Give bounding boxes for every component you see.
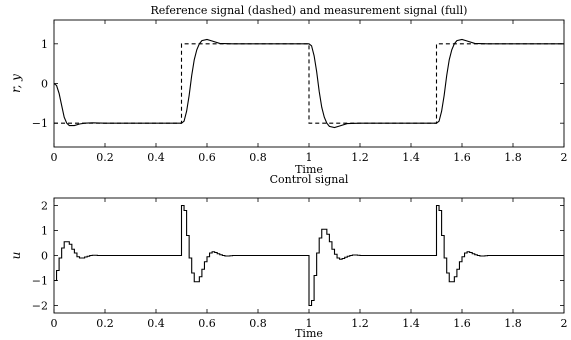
y-axis-label: r, y (9, 74, 23, 93)
y-tick-label: −2 (32, 300, 48, 313)
y-tick-label: −1 (32, 275, 48, 288)
chart-title: Control signal (270, 173, 349, 186)
x-tick-label: 0.8 (249, 317, 267, 330)
reference-signal-line (54, 43, 564, 124)
x-tick-label: 0.2 (96, 151, 114, 164)
x-tick-label: 1.6 (453, 317, 471, 330)
x-axis-label: Time (295, 163, 323, 176)
y-tick-label: 0 (41, 78, 48, 91)
x-tick-label: 1.4 (402, 151, 420, 164)
x-tick-label: 1.4 (402, 317, 420, 330)
x-tick-label: 1.2 (351, 317, 369, 330)
x-tick-label: 0.8 (249, 151, 267, 164)
x-tick-label: 0 (51, 317, 58, 330)
x-tick-label: 0.6 (198, 151, 216, 164)
x-tick-label: 1 (306, 317, 313, 330)
y-axis-label: u (9, 252, 23, 260)
x-tick-label: 1.8 (504, 151, 522, 164)
y-tick-label: 0 (41, 250, 48, 263)
x-tick-label: 1.2 (351, 151, 369, 164)
x-tick-label: 2 (561, 317, 568, 330)
x-tick-label: 1 (306, 151, 313, 164)
x-tick-label: 0 (51, 151, 58, 164)
x-tick-label: 0.6 (198, 317, 216, 330)
y-tick-label: −1 (32, 117, 48, 130)
y-tick-label: 1 (41, 225, 48, 238)
y-tick-label: 2 (41, 200, 48, 213)
chart-panel-2: Control signal 0 0.2 0.4 0.6 0.8 1 1.2 1.4 1.6 1.8… (9, 173, 568, 340)
x-tick-label: 0.4 (147, 151, 165, 164)
x-tick-label: 1.8 (504, 317, 522, 330)
x-tick-label: 0.2 (96, 317, 114, 330)
x-tick-label: 1.6 (453, 151, 471, 164)
x-tick-label: 2 (561, 151, 568, 164)
chart-title: Reference signal (dashed) and measuremen… (151, 4, 468, 17)
y-tick-label: 1 (41, 38, 48, 51)
measurement-signal-line (53, 38, 564, 129)
chart-panel-1: Reference signal (dashed) and measuremen… (9, 4, 568, 176)
x-tick-label: 0.4 (147, 317, 165, 330)
x-axis-label: Time (295, 327, 323, 340)
control-signal-line (54, 204, 564, 307)
